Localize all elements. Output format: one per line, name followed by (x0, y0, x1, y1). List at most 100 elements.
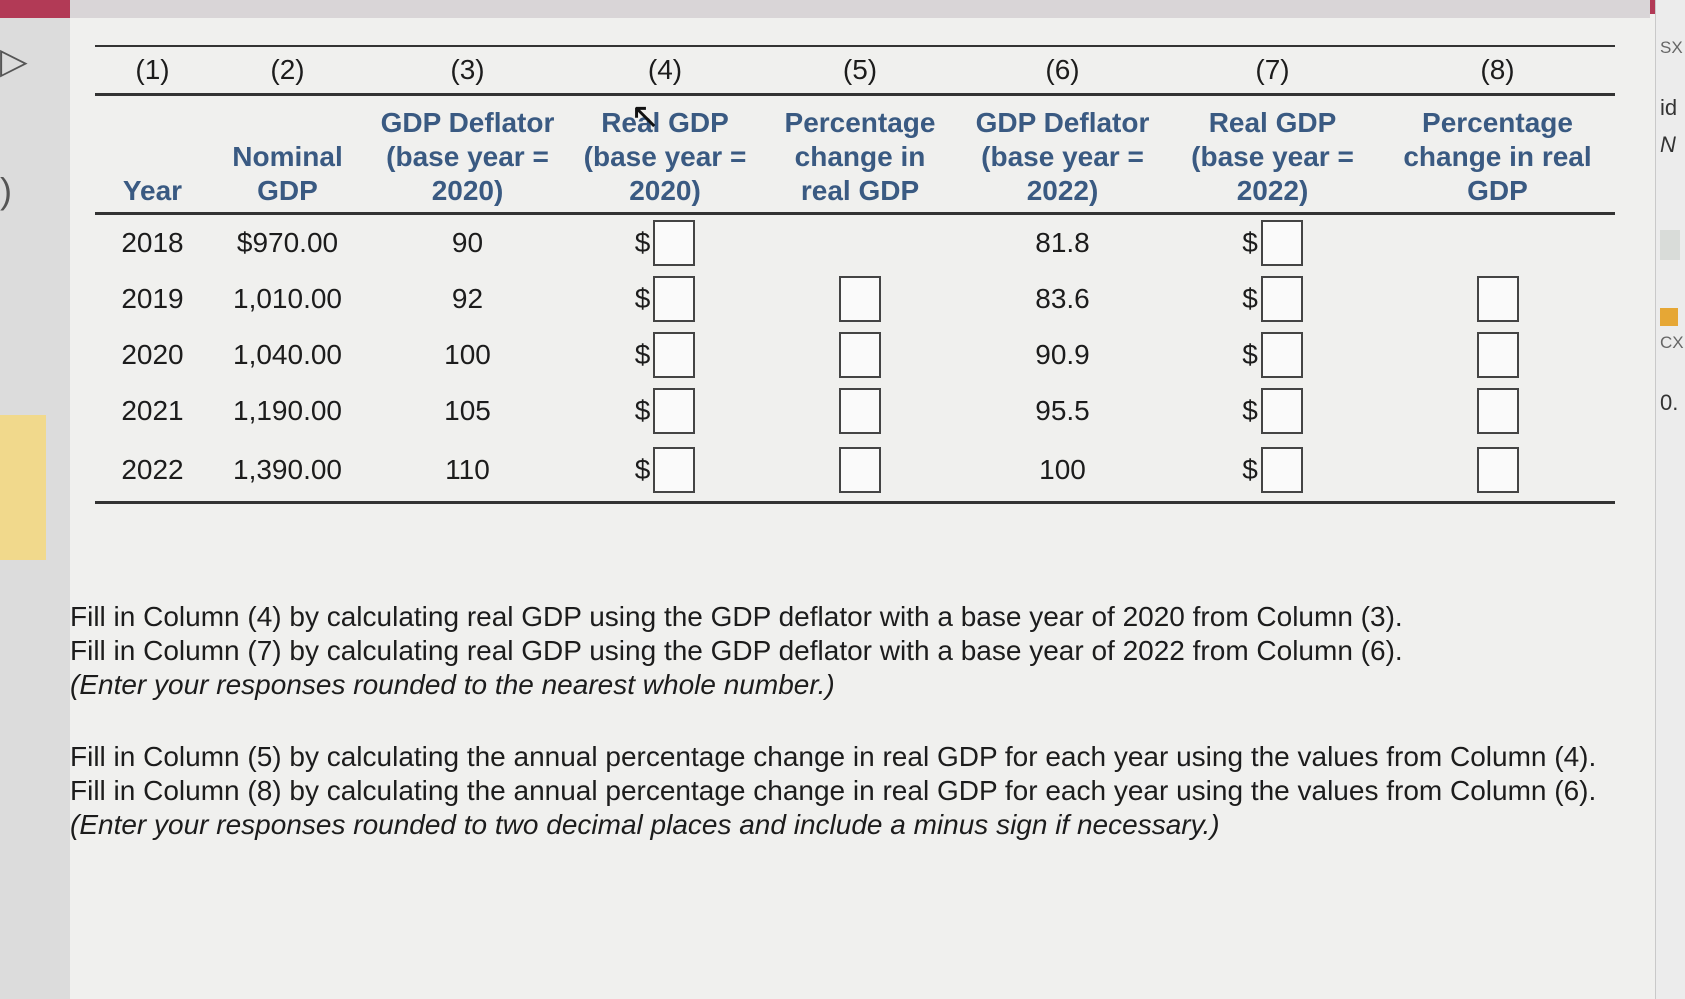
dollar-sign: $ (1242, 454, 1258, 485)
deflator-2020-cell: 92 (451, 283, 484, 314)
deflator-2022-cell: 81.8 (1035, 227, 1090, 258)
real-gdp-2022-input[interactable] (1260, 276, 1303, 322)
real-gdp-2022-input[interactable] (1260, 388, 1303, 434)
year-cell: 2020 (121, 339, 184, 370)
pct-change-col8-input[interactable] (1476, 388, 1519, 434)
deflator-2020-cell: 100 (444, 339, 491, 370)
dollar-sign: $ (634, 227, 651, 258)
table-row: 2018 $970.00 90 $ 81.8 $ (95, 214, 1615, 272)
table-row: 2022 1,390.00 110 $ 100 $ (95, 439, 1615, 504)
real-gdp-2020-input[interactable] (653, 447, 696, 493)
right-panel (1655, 0, 1685, 999)
real-gdp-2022-input[interactable] (1260, 332, 1303, 378)
real-gdp-2020-input[interactable] (653, 276, 696, 322)
column-number: (4) (570, 45, 760, 96)
nominal-gdp-cell: $970.00 (236, 227, 339, 258)
header-year: Year (95, 94, 210, 215)
pct-change-col8-cell (1380, 439, 1615, 504)
real-gdp-2020-input[interactable] (653, 388, 696, 434)
pct-change-col8-input[interactable] (1476, 447, 1519, 493)
gdp-table: (1) (2) (3) (4) (5) (6) (7) (8) Year Nom… (95, 45, 1615, 504)
real-gdp-2020-cell: $ (570, 271, 760, 327)
pct-change-col5-cell (760, 214, 960, 272)
header-pct-change-col8: Percentage change in real GDP (1380, 94, 1615, 215)
pct-change-col5-cell (760, 383, 960, 439)
instruction-line: Fill in Column (8) by calculating the an… (70, 775, 1597, 806)
left-chevron-icon[interactable]: ) (0, 170, 12, 211)
pct-change-col8-input[interactable] (1476, 332, 1519, 378)
pct-change-col5-input[interactable] (839, 332, 881, 378)
dollar-sign: $ (1242, 339, 1258, 370)
real-gdp-2022-input[interactable] (1260, 220, 1303, 266)
deflator-2020-cell: 110 (365, 439, 570, 504)
instructions-block-1: Fill in Column (4) by calculating real G… (70, 600, 1610, 702)
top-bar-light (70, 0, 1650, 18)
pct-change-col5-input[interactable] (839, 447, 881, 493)
right-panel-text: N (1660, 132, 1676, 157)
dollar-sign: $ (634, 454, 651, 485)
column-number: (5) (760, 45, 960, 96)
pct-change-col5-cell (760, 327, 960, 383)
deflator-2022-cell: 95.5 (1035, 395, 1090, 426)
nominal-gdp-cell: 1,190.00 (233, 395, 342, 426)
header-real-gdp-2022: Real GDP (base year = 2022) (1165, 94, 1380, 215)
header-deflator-2022: GDP Deflator (base year = 2022) (960, 94, 1165, 215)
left-chevron-icon[interactable]: ▷ (0, 40, 28, 81)
instruction-line: Fill in Column (5) by calculating the an… (70, 741, 1597, 772)
real-gdp-2022-cell: $ (1165, 327, 1380, 383)
instruction-line: Fill in Column (7) by calculating real G… (70, 635, 1403, 666)
instruction-note: (Enter your responses rounded to the nea… (70, 669, 835, 700)
year-cell: 2018 (121, 227, 184, 258)
pct-change-col8-cell (1380, 327, 1615, 383)
instructions-block-2: Fill in Column (5) by calculating the an… (70, 740, 1610, 842)
dollar-sign: $ (1242, 395, 1258, 426)
year-cell: 2021 (121, 395, 184, 426)
real-gdp-2020-cell: $ (570, 439, 760, 504)
real-gdp-2022-cell: $ (1165, 271, 1380, 327)
table-row: 2021 1,190.00 105 $ 95.5 $ (95, 383, 1615, 439)
deflator-2020-cell: 105 (444, 395, 491, 426)
real-gdp-2020-input[interactable] (653, 332, 696, 378)
right-panel-marker (1660, 308, 1678, 326)
dollar-sign: $ (1242, 283, 1258, 314)
left-highlight (0, 415, 46, 560)
header-real-gdp-2020: Real GDP (base year = 2020) (570, 94, 760, 215)
right-panel-text: SX (1660, 38, 1683, 57)
real-gdp-2020-cell: $ (570, 214, 760, 272)
right-panel-text: id (1660, 95, 1678, 120)
column-header-row: Year Nominal GDP GDP Deflator (base year… (95, 94, 1615, 215)
pct-change-col5-input[interactable] (839, 388, 881, 434)
nominal-gdp-cell: 1,040.00 (233, 339, 342, 370)
header-nominal-gdp: Nominal GDP (210, 94, 365, 215)
column-number: (2) (210, 45, 365, 96)
column-number-row: (1) (2) (3) (4) (5) (6) (7) (8) (95, 45, 1615, 96)
pct-change-col8-cell (1380, 271, 1615, 327)
dollar-sign: $ (634, 395, 651, 426)
column-number: (6) (960, 45, 1165, 96)
dollar-sign: $ (634, 283, 651, 314)
header-deflator-2020: GDP Deflator (base year = 2020) (365, 94, 570, 215)
nominal-gdp-cell: 1,010.00 (233, 283, 342, 314)
year-cell: 2019 (121, 283, 184, 314)
real-gdp-2022-cell: $ (1165, 214, 1380, 272)
deflator-2022-cell: 83.6 (1035, 283, 1090, 314)
header-pct-change-col5: Percentage change in real GDP (760, 94, 960, 215)
pct-change-col5-input[interactable] (839, 276, 881, 322)
instruction-line: Fill in Column (4) by calculating real G… (70, 601, 1403, 632)
pct-change-col8-cell (1380, 383, 1615, 439)
real-gdp-2022-cell: $ (1165, 439, 1380, 504)
mouse-cursor-icon: ↖ (630, 95, 661, 136)
column-number: (8) (1380, 45, 1615, 96)
pct-change-col8-input[interactable] (1476, 276, 1519, 322)
real-gdp-2022-input[interactable] (1260, 447, 1303, 493)
pct-change-col5-cell (760, 439, 960, 504)
deflator-2022-cell: 90.9 (1035, 339, 1090, 370)
real-gdp-2020-input[interactable] (653, 220, 696, 266)
dollar-sign: $ (1242, 227, 1258, 258)
pct-change-col8-cell (1380, 214, 1615, 272)
pct-change-col5-cell (760, 271, 960, 327)
column-number: (3) (365, 45, 570, 96)
table-row: 2019 1,010.00 92 $ 83.6 $ (95, 271, 1615, 327)
nominal-gdp-cell: 1,390.00 (210, 439, 365, 504)
dollar-sign: $ (634, 339, 651, 370)
